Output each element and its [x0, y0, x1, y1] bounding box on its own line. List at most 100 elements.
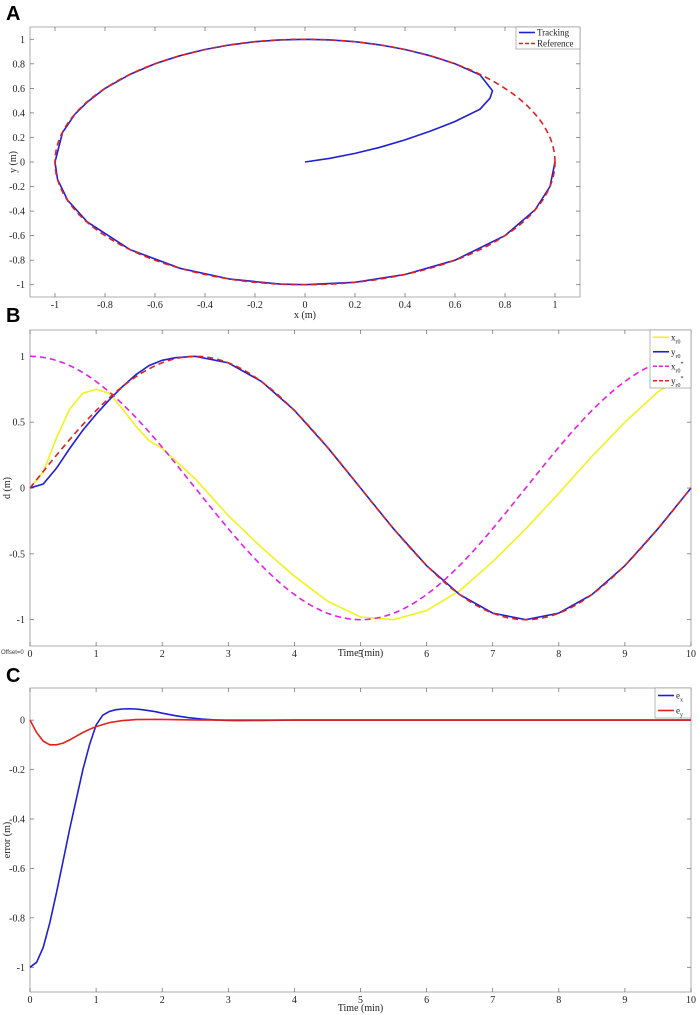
y-tick-label: 0: [20, 158, 25, 169]
legend-name: e: [676, 691, 680, 701]
legend-name: x: [671, 332, 676, 342]
legend-name: x: [671, 361, 676, 371]
x-tick-label: 0.4: [399, 300, 412, 311]
series-line-2: [29, 355, 692, 621]
y-axis-label: error (m): [2, 822, 13, 858]
x-tick-label: 0.6: [449, 300, 462, 311]
y-tick-label: 0: [20, 716, 25, 727]
series-line-1: [29, 718, 691, 746]
x-tick-label: -0.2: [247, 300, 263, 311]
legend-name: y: [671, 376, 676, 386]
y-axis-label: d (m): [2, 477, 13, 499]
legend-name: e: [676, 706, 680, 716]
series-line-0: [54, 38, 556, 286]
x-tick-label: -1: [51, 300, 59, 311]
legend-label: ex: [676, 691, 683, 704]
panel-a: A -1 -0.8 -0.6 -0.4 -0.2 0 0.2 0.4 0.6 0.8 1 -1 -0.8 -…: [6, 3, 581, 321]
x-tick-label: 0: [28, 995, 33, 1006]
legend-name: y: [671, 347, 676, 357]
y-tick-label: 1: [20, 35, 25, 46]
y-tick-label: 0.8: [13, 59, 26, 70]
legend-subscript: r0: [676, 339, 681, 345]
y-tick-label: -0.2: [9, 765, 25, 776]
legend-subscript: x: [680, 698, 683, 704]
x-tick-label: 6: [424, 995, 429, 1006]
y-tick-label: 0.6: [13, 84, 26, 95]
legend-superscript: *: [681, 376, 684, 382]
y-tick-label: -1: [17, 963, 25, 974]
x-tick-label: 5: [358, 649, 363, 660]
panel-b: B 0 1 2 3 4 5 6 7 8 9 10 -1 -0.5 0 0.5 1 Time (min) d (m) O…: [1, 305, 696, 660]
series-line-3: [29, 355, 692, 621]
legend-subscript: r0: [676, 383, 681, 389]
plot-frame: [29, 687, 692, 993]
legend-label: yr0: [671, 347, 681, 360]
series-line-0: [29, 707, 691, 968]
x-tick-label: 9: [622, 995, 627, 1006]
y-tick-label: -1: [17, 615, 25, 626]
legend-subscript: y: [680, 713, 683, 719]
x-tick-label: 2: [160, 995, 165, 1006]
x-tick-label: 0: [303, 300, 308, 311]
y-tick-label: 1: [20, 352, 25, 363]
series-line-1: [54, 38, 556, 286]
x-tick-label: 10: [686, 995, 696, 1006]
legend-superscript: *: [681, 361, 684, 367]
y-tick-label: 0.4: [13, 108, 26, 119]
x-axis-label: x (m): [294, 310, 316, 321]
x-axis-label: Time (min): [338, 1003, 383, 1014]
x-tick-label: 0.2: [349, 300, 362, 311]
x-tick-label: 8: [556, 649, 561, 660]
offset-note: Offset=0: [1, 650, 24, 656]
x-tick-label: 5: [358, 995, 363, 1006]
legend-label: ey: [676, 706, 683, 719]
legend-subscript: r0: [676, 368, 681, 374]
x-tick-label: 2: [160, 649, 165, 660]
y-tick-label: 0.5: [13, 418, 26, 429]
x-tick-label: 3: [226, 649, 231, 660]
panel-letter: A: [6, 3, 20, 25]
x-tick-label: 9: [622, 649, 627, 660]
panel-letter: B: [6, 305, 20, 327]
x-tick-label: -0.4: [197, 300, 213, 311]
y-axis-label: y (m): [8, 151, 19, 173]
y-tick-label: -0.6: [9, 864, 25, 875]
series-line-1: [29, 355, 692, 621]
y-tick-label: -0.6: [9, 231, 25, 242]
y-tick-label: -1: [17, 280, 25, 291]
x-tick-label: -0.8: [97, 300, 113, 311]
y-tick-label: 0.2: [13, 133, 26, 144]
x-tick-label: 1: [553, 300, 558, 311]
y-tick-label: -0.8: [9, 256, 25, 267]
x-axis-label: Time (min): [338, 648, 383, 659]
legend-box: [654, 687, 692, 719]
legend-label: Tracking: [537, 28, 570, 38]
series-line-0: [29, 368, 692, 621]
legend-name: Tracking: [537, 28, 570, 38]
x-tick-label: 10: [686, 649, 696, 660]
panel-letter: C: [6, 665, 20, 687]
panel-c: C 0 1 2 3 4 5 6 7 8 9 10 -1 -0.8 -0.6 -0.4 -0.2 0 Time (mi…: [2, 665, 696, 1014]
x-tick-label: -0.6: [147, 300, 163, 311]
x-tick-label: 3: [226, 995, 231, 1006]
legend-label: yr0*: [671, 376, 684, 389]
y-tick-label: -0.4: [9, 814, 25, 825]
x-tick-label: 1: [94, 649, 99, 660]
y-tick-label: -0.8: [9, 913, 25, 924]
x-tick-label: 4: [292, 995, 297, 1006]
y-tick-label: -0.2: [9, 182, 25, 193]
x-tick-label: 7: [490, 995, 495, 1006]
y-tick-label: -0.4: [9, 207, 25, 218]
y-tick-label: 0: [20, 484, 25, 495]
legend-label: xr0: [671, 332, 681, 345]
legend-label: Reference: [537, 39, 573, 49]
legend-subscript: r0: [676, 354, 681, 360]
x-tick-label: 8: [556, 995, 561, 1006]
x-tick-label: 4: [292, 649, 297, 660]
x-tick-label: 1: [94, 995, 99, 1006]
y-tick-label: -0.5: [9, 549, 25, 560]
x-tick-label: 0.8: [499, 300, 512, 311]
legend-name: Reference: [537, 39, 573, 49]
legend-label: xr0*: [671, 361, 684, 374]
